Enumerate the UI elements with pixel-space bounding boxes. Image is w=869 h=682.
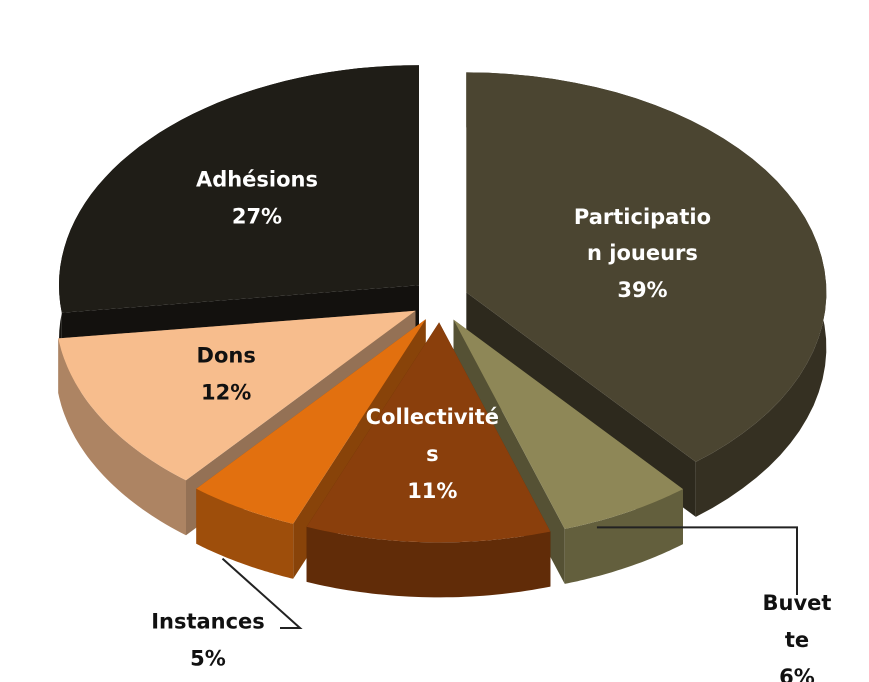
slice bbox=[466, 72, 827, 462]
slice bbox=[58, 310, 416, 481]
slice-side bbox=[196, 488, 294, 579]
data-label: Adhésions 27% bbox=[196, 161, 318, 235]
value-label: 6% bbox=[779, 664, 815, 682]
data-label: Collectivités 11% bbox=[362, 399, 502, 509]
leader-line bbox=[221, 557, 303, 629]
slice bbox=[453, 319, 683, 529]
value-label: 11% bbox=[407, 478, 458, 503]
category-label: Adhésions bbox=[195, 167, 318, 192]
slice-side bbox=[564, 489, 683, 584]
data-label: Instances 5% bbox=[151, 603, 265, 677]
value-label: 39% bbox=[617, 278, 668, 303]
slice bbox=[59, 65, 419, 313]
value-label: 12% bbox=[201, 380, 252, 405]
value-label: 5% bbox=[190, 646, 226, 670]
slice bbox=[196, 319, 426, 524]
category-label: Participation joueurs bbox=[573, 204, 712, 266]
slice-side bbox=[58, 338, 186, 536]
category-label: Buvette bbox=[762, 590, 832, 652]
category-label: Instances bbox=[151, 609, 265, 634]
data-label: Participation joueurs 39% bbox=[567, 199, 717, 309]
data-label: Buvette 6% bbox=[761, 585, 833, 682]
category-label: Collectivités bbox=[365, 405, 499, 466]
category-label: Dons bbox=[196, 343, 256, 368]
slice bbox=[306, 322, 551, 543]
leader-line bbox=[596, 526, 798, 595]
slice-side bbox=[306, 526, 551, 598]
data-label: Dons 12% bbox=[197, 338, 256, 412]
value-label: 27% bbox=[231, 203, 283, 228]
